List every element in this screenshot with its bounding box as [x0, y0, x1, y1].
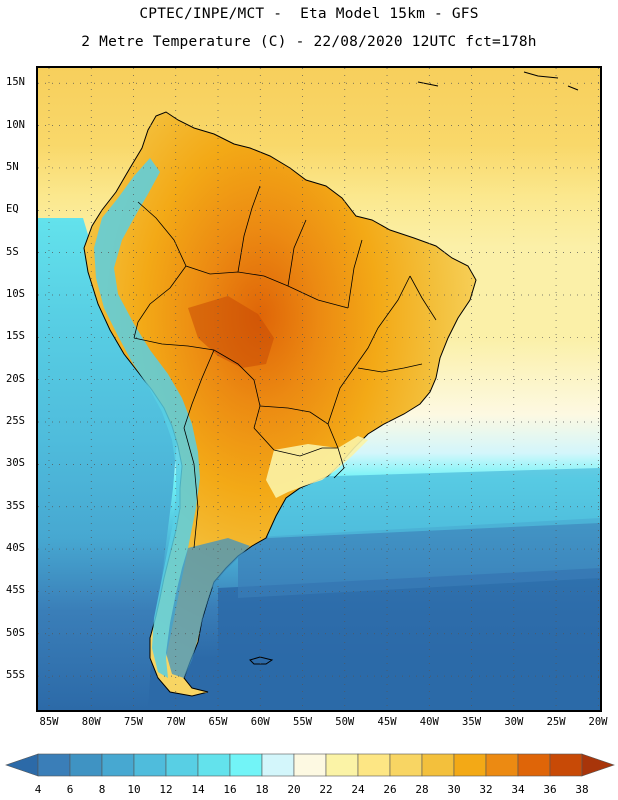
colorbar-swatch [549, 753, 583, 777]
latitude-label: 40S [6, 542, 25, 555]
latitude-label: 55S [6, 669, 25, 682]
latitude-label: 50S [6, 626, 25, 639]
colorbar-swatch [69, 753, 103, 777]
caribbean-islands [417, 71, 579, 91]
longitude-label: 55W [293, 716, 312, 728]
colorbar-swatch [229, 753, 263, 777]
longitude-label: 85W [39, 716, 59, 728]
graticule [38, 68, 600, 710]
colorbar-max-arrow [581, 753, 615, 777]
longitude-label: 20W [588, 716, 608, 728]
latitude-label: 10S [6, 287, 25, 300]
latitude-label: 10N [6, 118, 25, 131]
south-atlantic-band [238, 518, 600, 598]
colorbar-tick-label: 8 [98, 783, 106, 796]
longitude-label: 80W [81, 716, 101, 728]
falkland-islands [249, 656, 274, 665]
colorbar-tick-label: 10 [127, 783, 141, 796]
latitude-label: 15N [6, 76, 25, 89]
patagonia-region [166, 538, 250, 678]
longitude-label: 45W [377, 716, 397, 728]
colorbar-min-arrow [5, 753, 39, 777]
colorbar-tick-label: 32 [479, 783, 493, 796]
latitude-label: EQ [6, 203, 19, 216]
colorbar-tick-label: 22 [319, 783, 333, 796]
colorbar-tick-label: 36 [543, 783, 557, 796]
latitude-label: 5N [6, 160, 19, 173]
temperature-map [38, 68, 600, 710]
map-title: CPTEC/INPE/MCT - Eta Model 15km - GFS [139, 6, 479, 22]
longitude-label: 25W [546, 716, 566, 728]
country-borders [133, 185, 437, 549]
colorbar-swatch [389, 753, 423, 777]
temperature-colorbar [5, 753, 615, 777]
longitude-label: 70W [166, 716, 186, 728]
latitude-label: 15S [6, 330, 25, 343]
colorbar-swatch [325, 753, 359, 777]
colorbar-tick-label: 20 [287, 783, 301, 796]
colorbar-swatch [37, 753, 71, 777]
longitude-label: 60W [250, 716, 270, 728]
latitude-label: 30S [6, 457, 25, 470]
colorbar-swatch [101, 753, 135, 777]
colorbar-swatch [133, 753, 167, 777]
latitude-label: 45S [6, 584, 25, 597]
latitude-label: 5S [6, 245, 19, 258]
longitude-label: 50W [335, 716, 355, 728]
longitude-label: 65W [208, 716, 228, 728]
map-panel[interactable] [36, 66, 602, 712]
longitude-label: 40W [419, 716, 439, 728]
colorbar-tick-label: 18 [255, 783, 269, 796]
latitude-label: 25S [6, 415, 25, 428]
colorbar-swatch [197, 753, 231, 777]
colorbar-swatch [357, 753, 391, 777]
colorbar-tick-label: 28 [415, 783, 429, 796]
latitude-label: 35S [6, 499, 25, 512]
colorbar-tick-label: 30 [447, 783, 461, 796]
colorbar-tick-label: 6 [66, 783, 74, 796]
colorbar-swatch [453, 753, 487, 777]
longitude-label: 30W [504, 716, 524, 728]
latitude-label: 20S [6, 372, 25, 385]
colorbar-tick-label: 24 [351, 783, 365, 796]
colorbar-swatch [165, 753, 199, 777]
andes-cool-strip [94, 158, 200, 678]
mid-atlantic-band [268, 468, 600, 538]
colorbar-tick-label: 4 [34, 783, 42, 796]
longitude-label: 35W [462, 716, 482, 728]
southeast-land-cool [266, 436, 368, 498]
colorbar-swatch [517, 753, 551, 777]
map-subtitle: 2 Metre Temperature (C) - 22/08/2020 12U… [81, 34, 537, 50]
colorbar-tick-label: 14 [191, 783, 205, 796]
hot-core-region [188, 296, 274, 368]
longitude-label: 75W [124, 716, 143, 728]
colorbar-tick-label: 38 [575, 783, 589, 796]
colorbar-tick-label: 12 [159, 783, 173, 796]
southern-ocean-band [218, 568, 600, 710]
colorbar-tick-label: 16 [223, 783, 237, 796]
colorbar-swatch [485, 753, 519, 777]
colorbar-tick-label: 26 [383, 783, 397, 796]
colorbar-swatch [421, 753, 455, 777]
colorbar-swatch [261, 753, 295, 777]
colorbar-swatch [293, 753, 327, 777]
colorbar-tick-label: 34 [511, 783, 525, 796]
